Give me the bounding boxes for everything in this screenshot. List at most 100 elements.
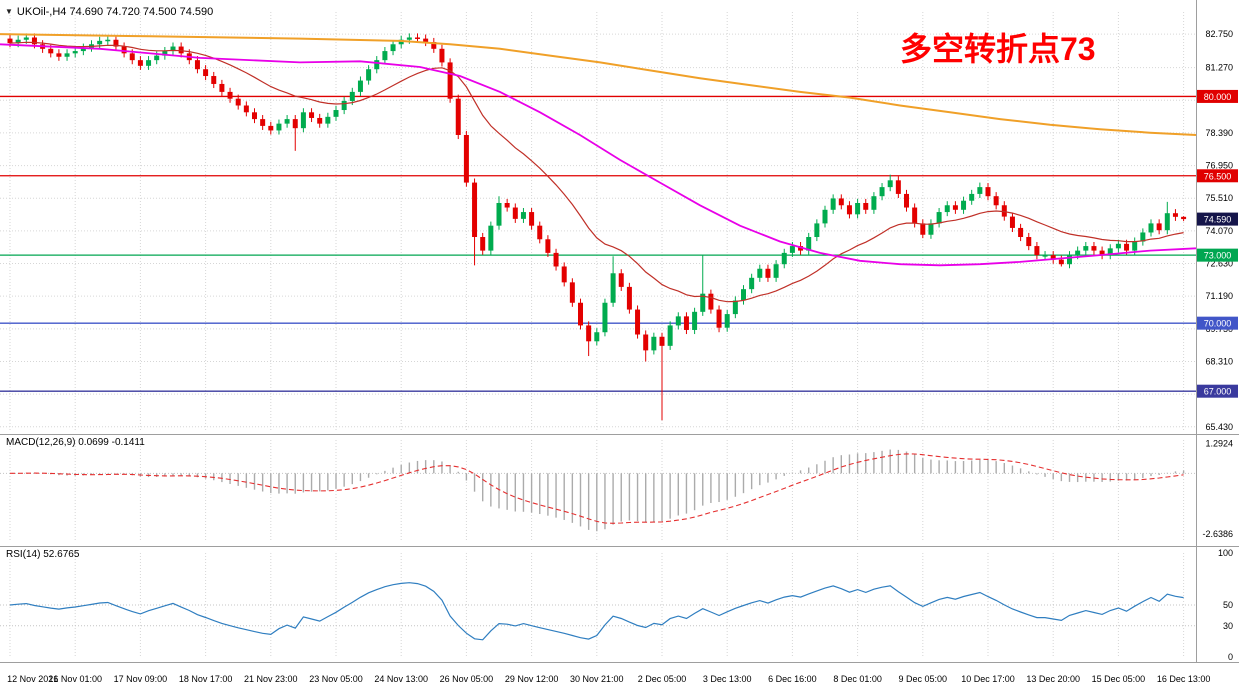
candle-down <box>129 53 135 61</box>
candle-down <box>7 38 13 44</box>
candle-up <box>366 69 372 81</box>
level-badge[interactable] <box>1197 248 1238 262</box>
candle-up <box>1115 243 1121 249</box>
candle-down <box>463 134 469 183</box>
annotation-text: 多空转折点73 <box>900 31 1096 67</box>
time-axis-label: 24 Nov 13:00 <box>374 674 428 684</box>
candle-down <box>235 98 241 106</box>
candle-up <box>602 302 608 333</box>
rsi-line <box>9 582 1184 641</box>
time-axis-label: 21 Nov 23:00 <box>244 674 298 684</box>
macd-tick-label: -2.6386 <box>1202 529 1233 539</box>
candle-up <box>325 116 331 124</box>
candle-down <box>912 207 918 224</box>
candle-up <box>341 100 347 111</box>
candle-down <box>1058 259 1064 265</box>
level-badge-label: 70.000 <box>1204 319 1232 329</box>
candle-up <box>97 40 103 45</box>
candle-up <box>732 300 738 315</box>
candle-up <box>675 316 681 326</box>
ma-line-fast <box>9 41 1184 303</box>
candle-up <box>651 336 657 351</box>
candle-down <box>243 105 249 113</box>
candle-up <box>692 311 698 330</box>
candle-down <box>952 205 958 210</box>
candle-down <box>415 37 420 39</box>
candle-up <box>1164 213 1170 231</box>
level-badge[interactable] <box>1197 384 1238 398</box>
candle-down <box>578 302 583 326</box>
candle-down <box>455 98 461 135</box>
candle-down <box>561 266 567 283</box>
candle-up <box>146 60 152 66</box>
candle-down <box>1018 227 1024 238</box>
macd-tick-label: 1.2924 <box>1205 439 1233 449</box>
candle-down <box>1099 250 1105 256</box>
candle-down <box>292 119 298 129</box>
candle-down <box>219 83 225 92</box>
candle-down <box>1034 246 1040 256</box>
candle-up <box>928 223 934 235</box>
rsi-indicator-label: RSI(14) 52.6765 <box>6 549 80 560</box>
level-badge[interactable] <box>1197 316 1238 330</box>
candle-up <box>667 325 673 346</box>
candle-down <box>683 316 689 330</box>
candle-up <box>1042 255 1048 257</box>
candle-down <box>569 282 575 303</box>
candle-up <box>1107 248 1113 256</box>
candle-down <box>716 309 722 328</box>
candle-up <box>773 264 779 278</box>
candle-down <box>512 207 518 219</box>
time-axis-label: 8 Dec 01:00 <box>833 674 882 684</box>
candle-down <box>48 48 54 54</box>
price-tick-label: 74.070 <box>1205 226 1233 236</box>
candle-down <box>1091 246 1097 251</box>
candle-down <box>635 309 641 335</box>
candle-up <box>855 202 861 215</box>
candle-down <box>643 334 649 351</box>
time-axis-label: 18 Nov 17:00 <box>179 674 233 684</box>
candle-down <box>1009 216 1015 228</box>
candle-down <box>447 62 453 99</box>
chevron-down-icon[interactable]: ▼ <box>5 7 13 16</box>
level-badge-label: 67.000 <box>1204 387 1232 397</box>
level-badge[interactable] <box>1197 169 1238 183</box>
candle-down <box>626 286 632 310</box>
candle-up <box>72 51 78 54</box>
time-axis-label: 23 Nov 05:00 <box>309 674 363 684</box>
candle-down <box>863 202 869 210</box>
candle-up <box>1148 223 1154 233</box>
candle-down <box>268 125 274 131</box>
price-tick-label: 81.270 <box>1205 63 1233 73</box>
rsi-tick-label: 0 <box>1228 652 1233 662</box>
candle-down <box>480 237 486 251</box>
candle-down <box>121 46 127 54</box>
level-badge[interactable] <box>1197 89 1238 103</box>
candle-down <box>708 293 714 310</box>
candle-up <box>276 123 282 131</box>
candle-up <box>496 202 502 226</box>
candle-up <box>741 289 746 301</box>
ma-slow-line <box>0 33 1197 136</box>
candle-up <box>781 252 787 265</box>
candle-down <box>260 119 266 126</box>
price-tick-label: 78.390 <box>1205 128 1233 138</box>
candle-up <box>80 47 86 52</box>
candle-down <box>545 239 551 253</box>
current-price-badge-label: 74.590 <box>1204 215 1232 225</box>
candle-down <box>309 112 315 118</box>
candle-down <box>439 48 445 63</box>
candle-down <box>1124 243 1130 251</box>
candle-down <box>920 223 926 235</box>
time-axis-label: 2 Dec 05:00 <box>638 674 687 684</box>
candle-up <box>871 196 877 210</box>
ma-mid-line <box>0 43 1197 267</box>
current-price-badge <box>1197 212 1238 226</box>
price-tick-label: 75.510 <box>1205 193 1233 203</box>
time-axis-label: 26 Nov 05:00 <box>440 674 494 684</box>
candle-up <box>789 246 795 253</box>
candle-up <box>520 212 526 219</box>
candle-up <box>700 293 706 312</box>
